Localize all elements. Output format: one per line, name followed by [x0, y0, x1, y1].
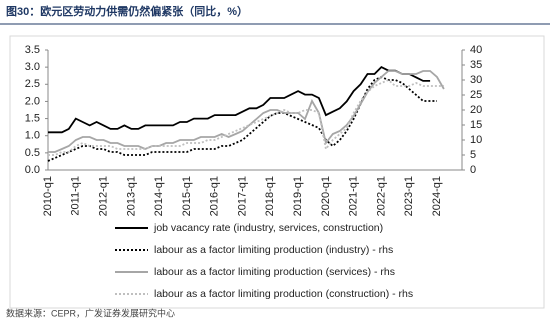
x-tick-label: 2021-q1 [348, 176, 360, 216]
y-tick-label: 1.5 [25, 112, 40, 124]
y-tick-label: 3.0 [25, 61, 40, 73]
legend-label: job vacancy rate (industry, services, co… [153, 222, 383, 234]
x-tick-label: 2022-q1 [375, 176, 387, 216]
y-tick-label: 3.5 [25, 44, 40, 56]
chart-title: 图30：欧元区劳动力供需仍然偏紧张（同比，%） [6, 4, 248, 18]
x-tick-label: 2016-q1 [209, 176, 221, 216]
y2-tick-label: 5 [470, 149, 476, 161]
y2-tick-label: 10 [470, 134, 482, 146]
y2-tick-label: 15 [470, 119, 482, 131]
y2-tick-label: 35 [470, 59, 482, 71]
y-tick-label: 1.0 [25, 130, 40, 142]
x-tick-label: 2017-q1 [236, 176, 248, 216]
legend-label: labour as a factor limiting production (… [154, 288, 413, 300]
x-tick-label: 2011-q1 [70, 176, 82, 216]
y-tick-label: 0.5 [25, 147, 40, 159]
series-line [47, 76, 437, 162]
y2-tick-label: 20 [470, 104, 482, 116]
y2-tick-label: 40 [470, 44, 482, 56]
x-tick-label: 2020-q1 [320, 176, 332, 216]
legend-label: labour as a factor limiting production (… [154, 266, 395, 278]
legend-label: labour as a factor limiting production (… [154, 244, 393, 256]
y2-tick-label: 30 [470, 74, 482, 86]
chart-frame [9, 35, 545, 309]
y-tick-label: 2.0 [25, 95, 40, 107]
x-tick-label: 2012-q1 [97, 176, 109, 216]
y2-tick-label: 0 [470, 164, 476, 176]
x-tick-label: 2019-q1 [292, 176, 304, 216]
y-tick-label: 0.0 [25, 164, 40, 176]
x-tick-label: 2023-q1 [403, 176, 415, 216]
x-tick-label: 2010-q1 [42, 176, 54, 216]
series-line [48, 66, 431, 134]
series-line [48, 70, 445, 153]
series-line [48, 78, 444, 156]
x-tick-label: 2015-q1 [181, 176, 193, 216]
x-tick-label: 2013-q1 [125, 176, 137, 216]
y2-tick-label: 25 [470, 89, 482, 101]
x-tick-label: 2014-q1 [153, 176, 165, 216]
x-tick-label: 2018-q1 [264, 176, 276, 216]
x-tick-label: 2024-q1 [431, 176, 443, 216]
y-tick-label: 2.5 [25, 78, 40, 90]
source-note: 数据来源：CEPR，广发证券发展研究中心 [6, 307, 175, 318]
